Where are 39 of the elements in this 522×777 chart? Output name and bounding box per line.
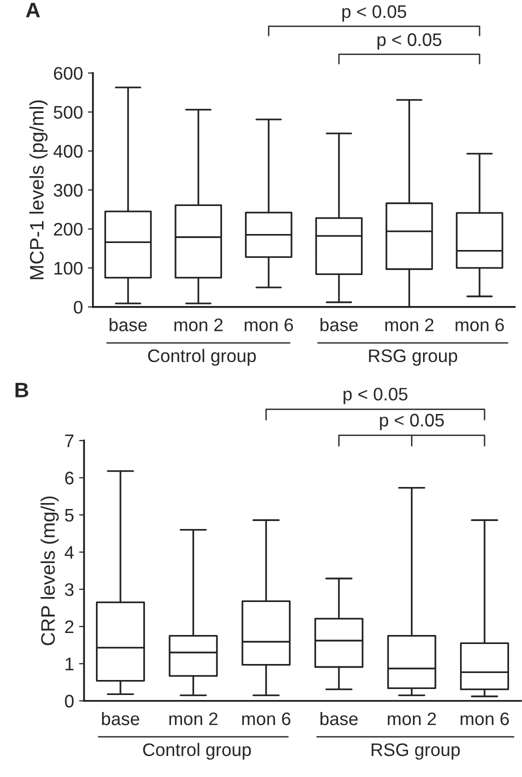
y-axis-title: MCP-1 levels (pg/ml) (29, 100, 48, 280)
text: Control group (143, 742, 251, 760)
y-tick-label: 500 (54, 106, 82, 119)
x-tick-label: mon 6 (244, 318, 293, 332)
text: Control group (148, 348, 256, 366)
x-tick-label: base (110, 318, 147, 332)
y-tick-label: 0 (64, 694, 74, 708)
x-tick-label: mon 6 (242, 712, 290, 726)
chart-title: A (26, 2, 40, 18)
y-tick-label: 4 (64, 546, 74, 559)
x-tick-label: mon 2 (388, 712, 436, 726)
y-tick-label: 3 (64, 583, 74, 596)
x-tick-label: base (320, 712, 358, 726)
x-tick-label: base (102, 712, 140, 726)
y-axis-title: CRP levels (mg/l) (40, 496, 59, 646)
y-tick-label: 100 (54, 262, 82, 275)
y-tick-label: 2 (65, 620, 74, 634)
x-tick-label: mon 6 (456, 318, 504, 332)
text: RSG group (369, 349, 458, 366)
y-tick-label: 0 (74, 300, 82, 314)
text: p < 0.05 (380, 414, 444, 430)
x-tick-label: mon 2 (385, 318, 434, 332)
text: RSG group (372, 743, 460, 760)
text: p < 0.05 (344, 388, 408, 404)
x-tick-label: base (320, 318, 358, 332)
y-tick-label: 300 (54, 184, 82, 197)
x-tick-label: mon 2 (169, 712, 218, 726)
x-tick-label: mon 6 (460, 712, 509, 726)
y-tick-label: 5 (65, 509, 74, 522)
y-tick-label: 400 (53, 144, 82, 158)
x-tick-label: mon 2 (174, 318, 223, 332)
text: p < 0.05 (342, 5, 406, 22)
y-tick-label: 7 (65, 434, 74, 448)
y-tick-label: 200 (54, 222, 82, 236)
y-tick-label: 600 (54, 66, 82, 80)
y-tick-label: 1 (66, 658, 74, 670)
y-tick-label: 6 (65, 472, 74, 484)
chart-title: B (16, 382, 28, 398)
text: p < 0.05 (378, 33, 442, 50)
